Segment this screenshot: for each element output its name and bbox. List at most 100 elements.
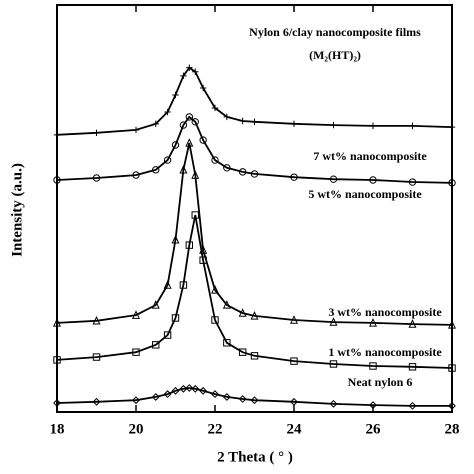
series-line (56, 214, 453, 369)
marker (92, 315, 101, 325)
marker (53, 176, 61, 184)
marker (171, 234, 180, 244)
marker (408, 178, 417, 186)
marker (290, 357, 298, 365)
marker (92, 397, 101, 406)
marker (171, 386, 180, 395)
marker (171, 314, 180, 322)
marker (222, 300, 231, 309)
marker (211, 104, 219, 112)
marker (290, 120, 298, 128)
x-tick-label: 18 (50, 421, 65, 437)
marker (132, 396, 140, 405)
marker (222, 393, 231, 401)
marker (448, 179, 456, 187)
marker (223, 164, 231, 172)
series-line (56, 142, 453, 326)
marker (53, 131, 61, 139)
marker (163, 280, 172, 289)
marker (53, 399, 61, 407)
marker (93, 129, 100, 136)
marker (211, 285, 219, 294)
x-tick-label: 28 (445, 421, 460, 437)
marker (238, 348, 247, 356)
marker (92, 174, 101, 182)
marker (191, 118, 199, 126)
marker (238, 168, 247, 176)
series-label: 7 wt% nanocomposite (313, 149, 427, 163)
marker (171, 141, 180, 149)
marker (185, 241, 194, 249)
marker (185, 138, 194, 147)
marker (290, 173, 298, 181)
marker (199, 256, 207, 264)
series-line (56, 115, 453, 184)
marker (369, 317, 377, 327)
marker (251, 118, 258, 126)
marker (329, 175, 338, 183)
marker (179, 384, 188, 393)
marker (152, 166, 160, 174)
marker (151, 393, 160, 401)
marker (163, 156, 172, 164)
marker (448, 123, 456, 131)
marker (330, 121, 337, 129)
marker (191, 170, 200, 179)
chart-title: Nylon 6/clay nanocomposite films (249, 25, 421, 39)
marker (329, 399, 338, 408)
y-axis-label: Intensity (a.u.) (9, 163, 25, 257)
marker (408, 319, 417, 328)
marker (369, 122, 377, 130)
marker (290, 315, 298, 324)
marker (239, 117, 246, 125)
marker (191, 384, 200, 393)
marker (329, 317, 338, 326)
marker (132, 348, 140, 356)
marker (448, 320, 456, 329)
marker (92, 353, 101, 361)
marker (199, 84, 207, 92)
marker (250, 311, 259, 320)
marker (185, 384, 194, 392)
marker (250, 396, 259, 405)
marker (163, 331, 172, 339)
marker (329, 360, 338, 368)
plot-frame (56, 4, 453, 413)
marker (223, 113, 231, 121)
marker (290, 397, 298, 406)
marker (250, 170, 259, 178)
marker (132, 171, 140, 179)
marker (132, 126, 140, 134)
series-label: 5 wt% nanocomposite (308, 187, 422, 201)
marker (179, 121, 188, 129)
marker (238, 395, 247, 403)
marker (185, 113, 194, 121)
marker (186, 64, 193, 71)
marker (53, 317, 61, 327)
marker (211, 316, 219, 324)
marker (408, 363, 417, 371)
x-tick-label: 24 (287, 421, 303, 437)
marker (199, 136, 207, 144)
marker (369, 401, 377, 409)
marker (179, 164, 188, 174)
marker (408, 401, 417, 410)
marker (448, 401, 456, 410)
marker (152, 120, 159, 128)
series-line (56, 387, 452, 407)
series-label: 1 wt% nanocomposite (328, 345, 442, 359)
marker (192, 68, 199, 75)
marker (53, 356, 61, 364)
marker (211, 390, 219, 398)
marker (211, 156, 219, 164)
marker (152, 341, 160, 349)
marker (180, 72, 187, 80)
x-axis-label: 2 Theta ( ° ) (217, 449, 293, 465)
marker (223, 339, 231, 347)
marker (448, 364, 456, 372)
x-tick-label: 22 (208, 421, 223, 437)
marker (164, 108, 171, 116)
marker (238, 308, 247, 317)
x-tick-label: 26 (366, 421, 382, 437)
